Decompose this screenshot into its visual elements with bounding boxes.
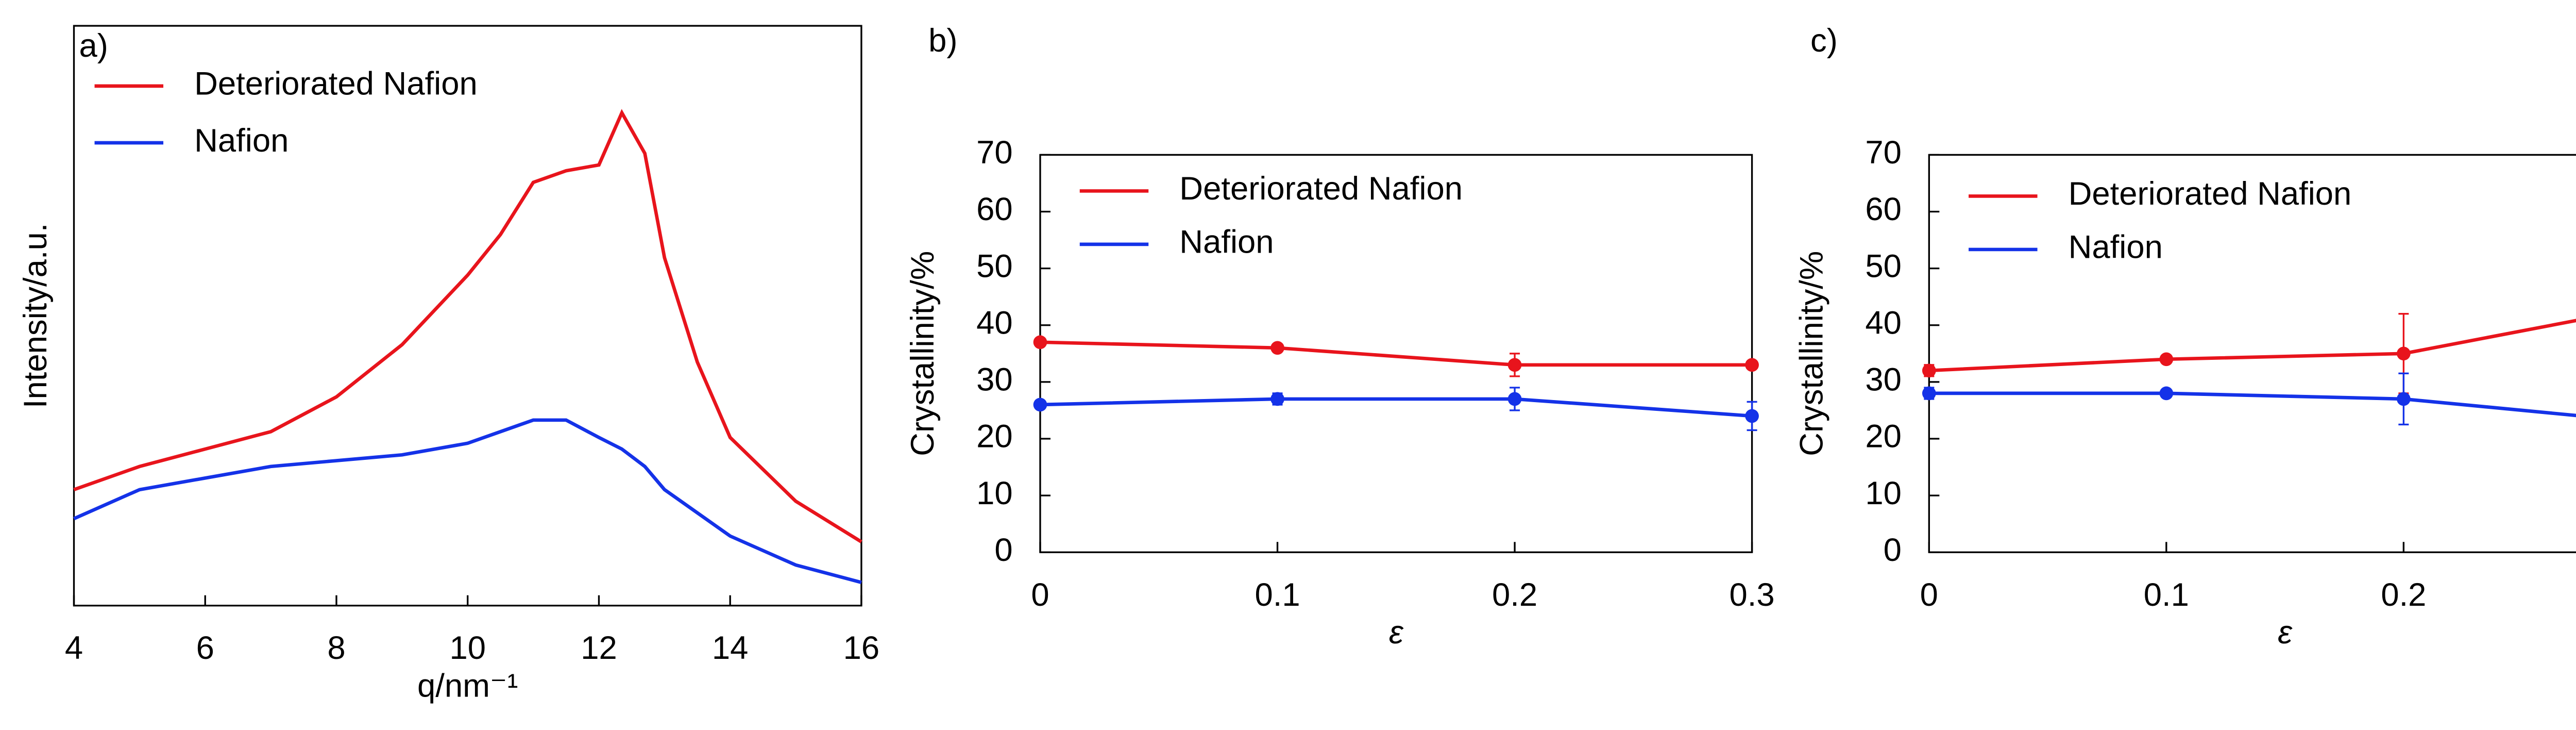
y-tick-label: 0 — [994, 532, 1012, 568]
y-tick-label: 10 — [1865, 475, 1902, 511]
x-tick-label: 12 — [581, 630, 617, 666]
panel-label: b) — [928, 23, 957, 59]
marker — [1033, 397, 1047, 412]
marker — [1270, 392, 1284, 406]
y-tick-label: 30 — [1865, 362, 1902, 398]
y-tick-label: 20 — [976, 419, 1013, 455]
panel-label: c) — [1810, 23, 1838, 59]
series-line — [1040, 340, 1752, 367]
x-tick-label: 0.1 — [1255, 577, 1300, 613]
series-line — [73, 109, 862, 543]
y-tick-label: 0 — [1884, 532, 1902, 568]
marker — [1922, 386, 1936, 401]
series-line — [73, 418, 862, 584]
y-tick-label: 60 — [1865, 191, 1902, 227]
legend-label: Nafion — [194, 123, 289, 159]
y-tick-label: 70 — [976, 135, 1013, 171]
legend-label: Nafion — [1179, 224, 1274, 260]
marker — [2397, 346, 2411, 361]
marker — [2159, 352, 2174, 367]
x-tick-label: 0 — [1031, 577, 1049, 613]
marker — [1507, 358, 1522, 372]
x-tick-label: 8 — [327, 630, 345, 666]
series-line — [1929, 319, 2576, 373]
marker — [1033, 335, 1047, 350]
y-tick-label: 10 — [976, 475, 1013, 511]
plot-frame — [73, 25, 862, 607]
x-tick-label: 10 — [449, 630, 486, 666]
marker — [2397, 392, 2411, 406]
marker — [1922, 363, 1936, 378]
x-axis-label: q/nm⁻¹ — [417, 668, 518, 704]
y-axis-label: Crystallinity/% — [905, 251, 941, 456]
plot-frame — [1928, 154, 2576, 553]
legend-label: Nafion — [2069, 229, 2163, 266]
y-axis-label: Crystallinity/% — [1793, 251, 1829, 456]
series-line — [1040, 397, 1752, 418]
x-tick-label: 16 — [843, 630, 880, 666]
y-tick-label: 40 — [976, 305, 1013, 341]
x-axis-label: ε — [1389, 615, 1404, 651]
x-tick-label: 6 — [196, 630, 214, 666]
x-tick-label: 0 — [1920, 577, 1938, 613]
marker — [1507, 392, 1522, 406]
x-tick-label: 0.2 — [1492, 577, 1537, 613]
series-line — [1929, 391, 2576, 418]
y-tick-label: 70 — [1865, 135, 1902, 171]
marker — [2159, 386, 2174, 401]
x-tick-label: 14 — [712, 630, 749, 666]
y-axis-label: Intensity/a.u. — [18, 223, 54, 408]
plot-frame — [1039, 154, 1753, 553]
y-tick-label: 40 — [1865, 305, 1902, 341]
panel-label: a) — [79, 28, 108, 64]
legend-label: Deteriorated Nafion — [1179, 171, 1463, 207]
y-tick-label: 50 — [976, 248, 1013, 284]
marker — [1745, 409, 1759, 423]
legend-label: Deteriorated Nafion — [2069, 176, 2352, 212]
x-tick-label: 0.2 — [2381, 577, 2426, 613]
legend-label: Deteriorated Nafion — [194, 66, 478, 102]
y-tick-label: 60 — [976, 191, 1013, 227]
x-tick-label: 0.1 — [2144, 577, 2189, 613]
x-tick-label: 4 — [65, 630, 83, 666]
x-axis-label: ε — [2278, 615, 2293, 651]
y-tick-label: 20 — [1865, 419, 1902, 455]
marker — [1745, 358, 1759, 372]
x-tick-label: 0.3 — [1730, 577, 1775, 613]
marker — [1270, 341, 1284, 355]
y-tick-label: 30 — [976, 362, 1013, 398]
y-tick-label: 50 — [1865, 248, 1902, 284]
